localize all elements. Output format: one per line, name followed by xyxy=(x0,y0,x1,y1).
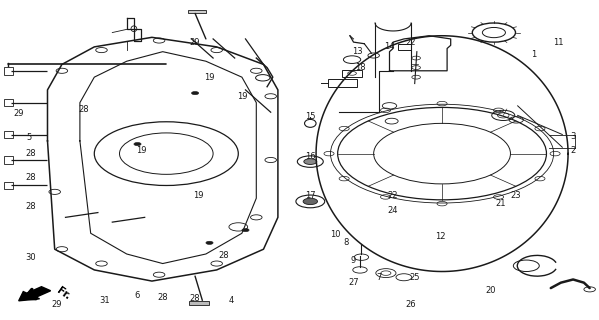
Text: 3: 3 xyxy=(570,132,576,140)
Bar xyxy=(4,156,13,164)
Text: 4: 4 xyxy=(228,296,234,305)
Bar xyxy=(4,131,13,138)
Text: 13: 13 xyxy=(352,47,362,56)
Circle shape xyxy=(303,198,317,204)
Bar xyxy=(342,69,362,77)
Text: 16: 16 xyxy=(305,152,316,161)
Text: 31: 31 xyxy=(100,296,110,305)
Text: 21: 21 xyxy=(496,198,506,207)
Text: 29: 29 xyxy=(13,109,24,118)
Text: 28: 28 xyxy=(190,294,201,303)
Circle shape xyxy=(242,228,249,232)
Text: 28: 28 xyxy=(26,149,37,158)
Text: 30: 30 xyxy=(26,253,37,262)
Text: 28: 28 xyxy=(158,292,168,301)
Bar xyxy=(398,44,411,50)
FancyArrow shape xyxy=(19,287,51,301)
Text: 5: 5 xyxy=(27,133,32,142)
Text: 2: 2 xyxy=(570,146,576,155)
Bar xyxy=(188,10,206,13)
Text: 25: 25 xyxy=(410,273,420,282)
Text: Fr.: Fr. xyxy=(55,285,72,301)
Text: 8: 8 xyxy=(344,238,349,247)
Text: 10: 10 xyxy=(330,230,341,239)
Text: 28: 28 xyxy=(78,105,89,114)
Text: 19: 19 xyxy=(136,146,146,155)
Text: 22: 22 xyxy=(406,38,416,47)
Bar xyxy=(4,99,13,107)
Text: 28: 28 xyxy=(26,173,37,182)
Circle shape xyxy=(304,159,317,164)
Text: 14: 14 xyxy=(384,42,395,52)
Text: 1: 1 xyxy=(531,50,536,59)
Text: 28: 28 xyxy=(26,202,37,211)
Text: 20: 20 xyxy=(485,286,495,295)
Text: 15: 15 xyxy=(305,113,316,122)
Bar xyxy=(328,79,357,87)
Text: 24: 24 xyxy=(388,206,398,215)
Text: 17: 17 xyxy=(305,190,316,200)
Circle shape xyxy=(192,92,199,95)
Circle shape xyxy=(134,142,141,146)
Text: 9: 9 xyxy=(351,256,356,265)
Bar xyxy=(4,182,13,189)
Text: 19: 19 xyxy=(204,73,215,82)
Text: 27: 27 xyxy=(348,278,359,287)
Text: 22: 22 xyxy=(388,190,398,200)
Text: 19: 19 xyxy=(237,92,247,101)
Text: 11: 11 xyxy=(553,38,564,47)
Text: 26: 26 xyxy=(406,300,416,309)
Bar xyxy=(189,301,210,305)
Text: 23: 23 xyxy=(510,190,521,200)
Text: 29: 29 xyxy=(52,300,62,309)
Text: 18: 18 xyxy=(355,63,366,72)
Text: 28: 28 xyxy=(219,251,229,260)
Text: 19: 19 xyxy=(193,190,204,200)
Text: 6: 6 xyxy=(135,291,140,300)
Text: 29: 29 xyxy=(190,38,200,47)
Text: 12: 12 xyxy=(435,232,445,241)
Bar xyxy=(4,67,13,75)
Circle shape xyxy=(206,241,213,244)
Text: 7: 7 xyxy=(376,273,382,282)
